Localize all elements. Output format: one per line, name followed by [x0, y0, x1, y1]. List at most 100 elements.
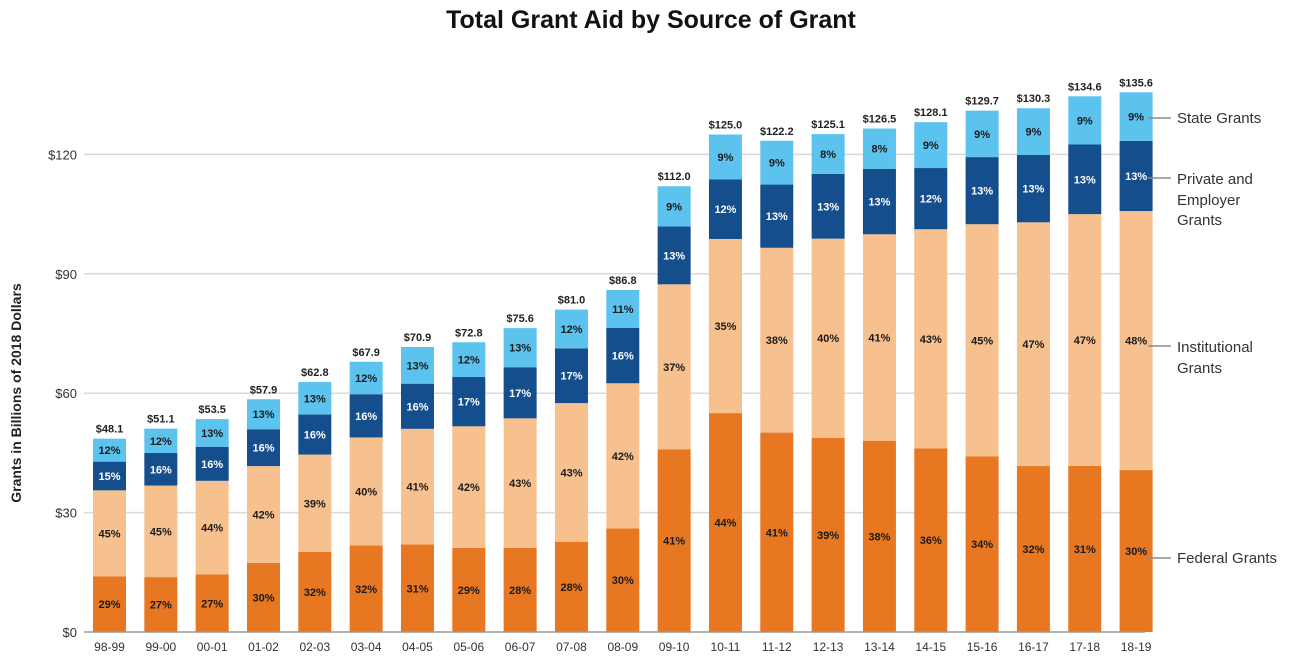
bar-segment-state-grants — [452, 342, 486, 378]
bar-segment-institutional-grants — [195, 480, 229, 575]
segment-percent-label: 8% — [820, 149, 836, 161]
bar-total-label: $53.5 — [198, 404, 226, 416]
bar-total-label: $51.1 — [147, 414, 175, 426]
bar-segment-state-grants — [708, 134, 742, 180]
segment-percent-label: 13% — [406, 360, 428, 372]
segment-percent-label: 16% — [612, 351, 634, 363]
x-tick-label: 14-15 — [915, 640, 946, 654]
bar-segment-state-grants — [1016, 108, 1050, 155]
bar-segment-state-grants — [657, 186, 691, 227]
segment-percent-label: 30% — [252, 592, 274, 604]
bar-total-label: $128.1 — [914, 107, 948, 119]
segment-percent-label: 13% — [868, 197, 890, 209]
bar-total-label: $75.6 — [506, 313, 534, 325]
bar-segment-state-grants — [554, 309, 588, 349]
segment-percent-label: 12% — [150, 436, 172, 448]
segment-percent-label: 29% — [458, 585, 480, 597]
segment-percent-label: 32% — [1022, 544, 1044, 556]
bar-segment-state-grants — [760, 140, 794, 185]
bar-total-label: $70.9 — [404, 332, 432, 344]
segment-percent-label: 43% — [509, 478, 531, 490]
segment-percent-label: 16% — [406, 401, 428, 413]
x-tick-label: 98-99 — [94, 640, 125, 654]
bar-segment-federal-grants — [606, 528, 640, 632]
segment-percent-label: 48% — [1125, 336, 1147, 348]
bar-segment-private-and-employer-grants — [349, 394, 383, 438]
bar-segment-federal-grants — [1068, 465, 1102, 632]
bar-segment-private-and-employer-grants — [503, 367, 537, 419]
segment-percent-label: 13% — [252, 409, 274, 421]
x-tick-label: 13-14 — [864, 640, 895, 654]
segment-percent-label: 28% — [509, 585, 531, 597]
segment-percent-label: 30% — [1125, 546, 1147, 558]
x-tick-label: 05-06 — [453, 640, 484, 654]
segment-percent-label: 17% — [509, 388, 531, 400]
bar-total-label: $81.0 — [558, 295, 586, 307]
bar-segment-federal-grants — [1016, 466, 1050, 632]
bar-segment-private-and-employer-grants — [914, 168, 948, 230]
bar-segment-private-and-employer-grants — [400, 383, 434, 429]
segment-percent-label: 8% — [871, 144, 887, 156]
bar-segment-federal-grants — [708, 413, 742, 632]
bar-segment-private-and-employer-grants — [1016, 154, 1050, 223]
x-tick-label: 02-03 — [299, 640, 330, 654]
segment-percent-label: 9% — [1128, 112, 1144, 124]
bar-segment-federal-grants — [1119, 470, 1153, 632]
bar-segment-federal-grants — [811, 437, 845, 632]
bar-segment-private-and-employer-grants — [1068, 144, 1102, 215]
segment-percent-label: 43% — [560, 467, 582, 479]
segment-percent-label: 38% — [766, 335, 788, 347]
segment-percent-label: 39% — [304, 498, 326, 510]
bar-segment-private-and-employer-grants — [93, 461, 126, 491]
segment-percent-label: 9% — [666, 201, 682, 213]
bar-segment-private-and-employer-grants — [1119, 140, 1153, 212]
bar-segment-private-and-employer-grants — [246, 429, 280, 467]
bar-segment-state-grants — [298, 382, 332, 415]
bar-segment-state-grants — [1068, 96, 1102, 145]
segment-percent-label: 12% — [714, 204, 736, 216]
x-tick-label: 07-08 — [556, 640, 587, 654]
segment-percent-label: 12% — [98, 445, 120, 457]
segment-percent-label: 17% — [560, 371, 582, 383]
legend-label: Grants — [1177, 360, 1222, 377]
segment-percent-label: 29% — [98, 599, 120, 611]
bar-segment-institutional-grants — [400, 428, 434, 545]
bar-segment-institutional-grants — [452, 426, 486, 548]
bar-segment-state-grants — [606, 289, 640, 328]
x-tick-label: 09-10 — [659, 640, 690, 654]
segment-percent-label: 42% — [252, 509, 274, 521]
segment-percent-label: 13% — [766, 211, 788, 223]
segment-percent-label: 45% — [98, 528, 120, 540]
legend-label: State Grants — [1177, 110, 1261, 127]
bar-segment-private-and-employer-grants — [657, 226, 691, 285]
legend-label: Private and — [1177, 171, 1253, 188]
segment-percent-label: 11% — [612, 304, 634, 316]
bar-segment-institutional-grants — [606, 383, 640, 529]
segment-percent-label: 41% — [406, 482, 428, 494]
bar-segment-institutional-grants — [93, 490, 126, 577]
segment-percent-label: 42% — [612, 451, 634, 463]
legend-label: Federal Grants — [1177, 550, 1277, 567]
segment-percent-label: 16% — [201, 459, 223, 471]
chart-title: Total Grant Aid by Source of Grant — [446, 6, 856, 34]
bar-total-label: $86.8 — [609, 275, 637, 287]
y-tick-label: $30 — [55, 506, 77, 521]
bar-total-label: $126.5 — [863, 114, 897, 126]
segment-percent-label: 9% — [1025, 127, 1041, 139]
bar-segment-institutional-grants — [708, 238, 742, 414]
x-tick-label: 10-11 — [711, 640, 741, 654]
x-tick-label: 99-00 — [145, 640, 176, 654]
y-tick-label: $0 — [63, 625, 77, 640]
segment-percent-label: 13% — [663, 250, 685, 262]
x-tick-label: 12-13 — [813, 640, 844, 654]
bar-total-label: $62.8 — [301, 367, 329, 379]
x-tick-label: 04-05 — [402, 640, 433, 654]
segment-percent-label: 16% — [355, 411, 377, 423]
segment-percent-label: 12% — [920, 194, 942, 206]
segment-percent-label: 12% — [355, 373, 377, 385]
bar-segment-private-and-employer-grants — [144, 453, 178, 486]
bar-segment-federal-grants — [452, 547, 486, 632]
segment-percent-label: 32% — [304, 587, 326, 599]
bar-segment-federal-grants — [760, 432, 794, 632]
segment-percent-label: 41% — [868, 332, 890, 344]
